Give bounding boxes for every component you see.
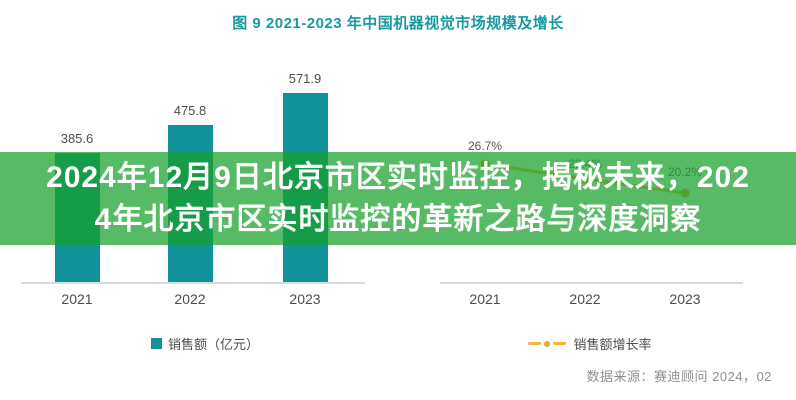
bar-value-2022: 475.8: [173, 103, 207, 118]
bar-value-2023: 571.9: [288, 71, 322, 86]
line-legend: 销售额增长率: [420, 334, 760, 353]
bar-year-2023: 2023: [289, 291, 321, 307]
bar-value-2021: 385.6: [60, 131, 94, 146]
line-chart-x-axis: [440, 282, 743, 284]
growth-year-2021: 2021: [469, 291, 501, 307]
line-legend-marker-icon: [528, 340, 567, 347]
data-source: 数据来源：赛迪顾问 2024，02: [586, 369, 772, 384]
growth-year-2022: 2022: [569, 291, 601, 307]
overlay-banner: 2024年12月9日北京市区实时监控，揭秘未来，202 4年北京市区实时监控的革…: [0, 152, 796, 245]
bar-legend: 销售额（亿元）: [0, 334, 410, 353]
overlay-title-line1: 2024年12月9日北京市区实时监控，揭秘未来，202: [46, 161, 750, 194]
bar-year-2022: 2022: [174, 291, 206, 307]
bar-legend-label: 销售额（亿元）: [167, 337, 259, 352]
bar-year-2021: 2021: [61, 291, 93, 307]
bar-legend-swatch-icon: [150, 338, 162, 349]
bar-chart-x-axis: [21, 282, 365, 284]
growth-year-2023: 2023: [669, 291, 701, 307]
figure-title: 图 9 2021-2023 年中国机器视觉市场规模及增长: [232, 15, 564, 32]
overlay-title-line2: 4年北京市区实时监控的革新之路与深度洞察: [94, 203, 702, 236]
growth-label-2021: 26.7%: [467, 139, 503, 153]
line-legend-label: 销售额增长率: [573, 337, 652, 352]
